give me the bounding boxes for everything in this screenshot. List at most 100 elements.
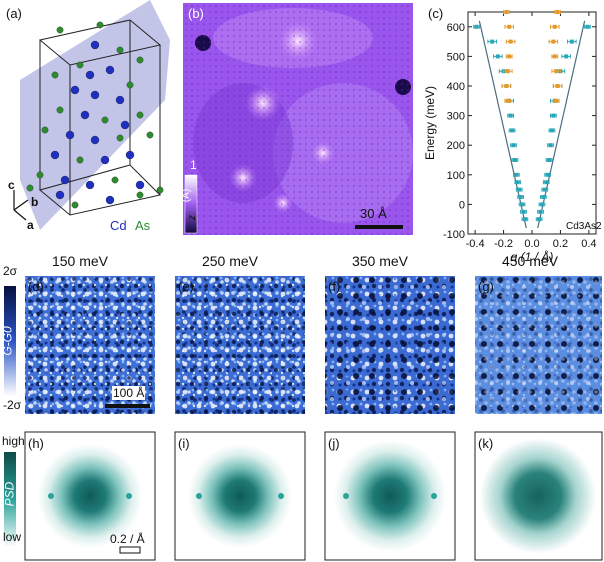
panel-b-label: (b)	[188, 6, 204, 21]
as-atom	[56, 26, 64, 34]
data-point	[511, 143, 516, 148]
data-point	[541, 195, 546, 199]
x-tick-label: -0.2	[494, 238, 513, 250]
qpi-maps-row	[4, 276, 602, 414]
data-point	[495, 54, 500, 59]
psd-colorbar	[4, 452, 16, 547]
as-atom	[136, 191, 144, 199]
panel-f-label: (f)	[328, 279, 341, 294]
data-point	[569, 39, 574, 44]
cd-atom	[70, 85, 80, 95]
psd-map-150	[24, 431, 156, 561]
cd-atom	[55, 190, 65, 200]
data-point	[505, 98, 510, 103]
psd-scalebar-label: 0.2 / Å	[110, 532, 145, 546]
data-point	[539, 202, 544, 207]
as-atom	[156, 186, 164, 194]
chart-material-text: Cd3As2	[566, 221, 602, 232]
as-atom	[71, 201, 79, 209]
stm-scalebar-label: 30 Å	[360, 206, 387, 221]
stm-cbar-top: 1	[190, 158, 197, 172]
data-point	[551, 113, 556, 118]
qpi-map-250	[175, 276, 305, 414]
data-point	[490, 39, 495, 44]
qpi-cbar-label: G-G0	[0, 326, 15, 356]
data-point	[505, 69, 510, 74]
y-tick-label: 200	[447, 140, 465, 152]
panel-j-label: (j)	[328, 436, 340, 451]
axis-arrows	[13, 190, 29, 221]
y-tick-label: 400	[447, 81, 465, 93]
cd-atom	[105, 65, 115, 75]
as-atom	[146, 131, 154, 139]
cd-atom	[80, 110, 90, 120]
data-point	[521, 209, 526, 214]
cd-atom	[85, 180, 95, 190]
energy-title-150: 150 meV	[51, 253, 109, 269]
as-atom	[56, 106, 64, 114]
cd-atom	[135, 180, 145, 190]
panel-e-label: (e)	[178, 279, 194, 294]
as-atom	[41, 126, 49, 134]
panel-d-label: (d)	[28, 279, 44, 294]
data-point	[544, 180, 549, 185]
cd-atom	[115, 95, 125, 105]
qpi-map-350	[325, 276, 455, 414]
cd-atom	[50, 150, 60, 160]
data-point	[474, 24, 479, 29]
as-atom	[136, 56, 144, 64]
cd-atom	[100, 155, 110, 165]
as-atom	[126, 81, 134, 89]
as-atom	[136, 111, 144, 119]
data-point	[545, 172, 550, 177]
legend-cd-label: Cd	[110, 218, 127, 233]
stm-topography	[183, 3, 413, 235]
data-point	[504, 84, 509, 88]
axis-a-label: a	[27, 218, 34, 232]
data-point	[512, 158, 517, 162]
chart-material-label: Cd3As2	[566, 221, 602, 232]
data-point	[548, 143, 553, 148]
y-tick-label: 100	[447, 170, 465, 182]
data-point	[538, 209, 543, 214]
data-point	[554, 98, 559, 103]
energy-title-350: 350 meV	[351, 253, 409, 269]
qpi-map-450	[475, 276, 602, 414]
qpi-cbar-top: 2σ	[3, 264, 18, 278]
as-atom	[26, 184, 34, 192]
crystal-structure	[13, 0, 170, 230]
cd-atom	[85, 70, 95, 80]
data-point	[542, 187, 547, 192]
psd-cbar-bottom: low	[3, 530, 22, 544]
chart-frame	[467, 11, 597, 235]
data-point	[552, 24, 557, 29]
stm-cbar-unit: (Å)	[181, 188, 193, 203]
panel-g-label: (g)	[478, 279, 494, 294]
data-point	[585, 24, 590, 29]
legend-as-label: As	[135, 218, 151, 233]
data-point	[508, 113, 513, 118]
panel-a-label: (a)	[6, 6, 22, 21]
data-point	[517, 187, 522, 192]
fit-line	[537, 20, 586, 229]
panel-c-label: (c)	[428, 6, 444, 21]
psd-map-350	[324, 431, 456, 561]
data-point	[564, 54, 569, 59]
data-point	[515, 180, 520, 185]
fit-line	[478, 20, 527, 229]
x-tick-label: 0.0	[524, 238, 539, 250]
data-point	[555, 10, 560, 14]
qpi-scalebar-label: 100 Å	[112, 386, 146, 400]
panel-h-label: (h)	[28, 436, 44, 451]
psd-maps-row	[4, 431, 603, 561]
cd-atom	[90, 90, 100, 100]
data-point	[547, 158, 552, 162]
energy-title-250: 250 meV	[201, 253, 259, 269]
cd-atom	[65, 130, 75, 140]
data-point	[549, 128, 554, 133]
y-axis-label: Energy (meV)	[423, 86, 437, 160]
axis-b-label: b	[31, 195, 39, 209]
qpi-scalebar	[105, 404, 150, 408]
data-point	[518, 195, 523, 199]
data-point	[520, 202, 525, 207]
